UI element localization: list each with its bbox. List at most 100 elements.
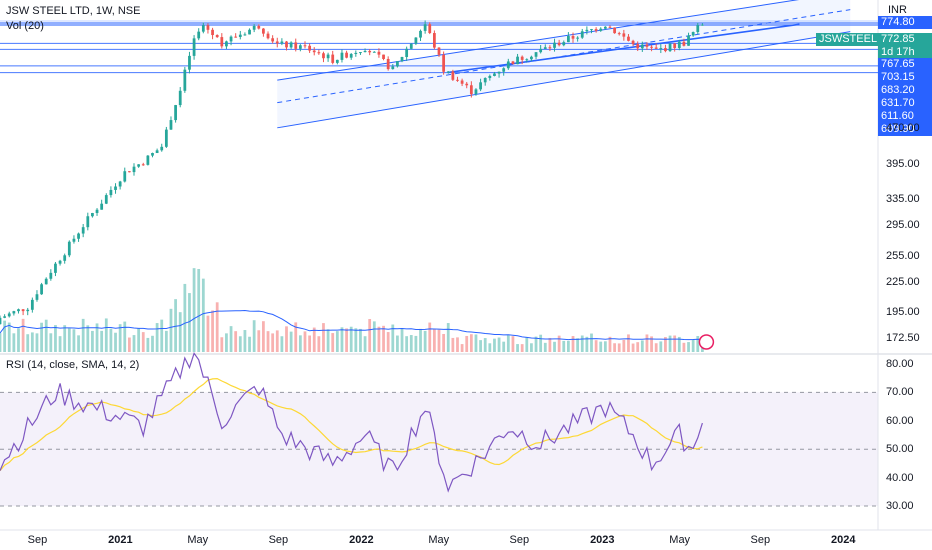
candle-body [271, 38, 275, 42]
volume-bar [118, 324, 122, 352]
candle-body [257, 25, 261, 29]
volume-bar [35, 333, 39, 352]
candle-body [225, 41, 228, 47]
candle-body [262, 28, 265, 34]
volume-bar [631, 343, 635, 352]
time-tick-label: Sep [750, 534, 771, 546]
symbol-tag[interactable]: JSWSTEEL [816, 33, 881, 46]
volume-bar [174, 299, 177, 352]
candle-body [622, 33, 626, 37]
candle-body [590, 29, 593, 31]
candle-body [405, 48, 409, 58]
volume-bar [109, 328, 113, 352]
candle-body [308, 45, 311, 51]
volume-bar [543, 342, 547, 352]
price-tick-label: 225.00 [886, 276, 920, 289]
candle-body [243, 34, 247, 36]
volume-bar [442, 333, 446, 352]
volume-bar [266, 331, 270, 352]
rsi-line [0, 351, 703, 493]
candle-body [386, 58, 390, 70]
volume-bar [673, 335, 677, 352]
volume-bar [580, 335, 584, 352]
candle-body [585, 29, 589, 32]
candle-body [497, 71, 501, 74]
volume-bar [220, 337, 224, 352]
candle-body [451, 71, 455, 80]
volume-bar [58, 336, 62, 352]
candle-body [400, 57, 404, 62]
candle-body [493, 73, 496, 76]
candle-body [640, 44, 644, 49]
rsi-tick-label: 70.00 [886, 386, 914, 399]
candle-body [465, 83, 469, 86]
candle-body [86, 216, 90, 228]
candle-body [603, 26, 607, 29]
candle-body [442, 54, 446, 72]
price-tag: 631.70 [878, 97, 932, 110]
price-tick-label: 295.00 [886, 219, 920, 232]
volume-bar [571, 336, 575, 352]
candle-body [215, 35, 219, 38]
volume-bar [178, 312, 182, 352]
volume-bar [215, 302, 219, 352]
volume-bar [229, 326, 233, 352]
candle-body [317, 52, 321, 54]
price-tag: 609.90 [878, 123, 932, 136]
candle-body [354, 52, 358, 54]
candle-body [594, 29, 598, 31]
volume-bar [289, 331, 293, 352]
volume-bar [640, 340, 644, 352]
price-tick-label: 395.00 [886, 158, 920, 171]
rsi-tick-label: 50.00 [886, 443, 914, 456]
candle-body [298, 45, 302, 49]
candle-body [248, 29, 251, 35]
volume-bar [432, 328, 436, 352]
volume-bar [211, 310, 214, 352]
channel-lower [277, 31, 851, 129]
candle-body [123, 171, 127, 182]
price-tag: 611.60 [878, 110, 932, 123]
candle-body [701, 24, 704, 26]
candle-body [95, 209, 99, 213]
trendline-support [448, 23, 800, 74]
candle-body [206, 25, 210, 30]
candle-body [377, 51, 381, 55]
candle-body [211, 29, 214, 36]
volume-bar [280, 336, 284, 352]
volume-bar [12, 333, 16, 352]
volume-bar [262, 321, 265, 352]
candle-body [423, 24, 427, 31]
volume-bar [77, 335, 80, 352]
price-tick-label: 255.00 [886, 250, 920, 263]
volume-bar [104, 318, 108, 352]
volume-bar [497, 337, 501, 352]
rsi-tick-label: 30.00 [886, 500, 914, 512]
volume-bar [576, 338, 580, 352]
rsi-label: RSI (14, close, SMA, 14, 2) [6, 359, 140, 371]
volume-bar [248, 336, 251, 352]
candle-body [654, 47, 658, 49]
volume-bar [451, 337, 455, 352]
candle-body [349, 53, 353, 58]
price-tag: 1d 17h [878, 46, 932, 59]
candle-body [40, 284, 43, 295]
candle-body [141, 164, 145, 166]
candle-body [12, 311, 16, 314]
volume-bar [659, 341, 663, 352]
candle-body [0, 317, 2, 325]
volume-bar [363, 336, 367, 352]
volume-bar [132, 335, 136, 352]
candle-body [155, 150, 159, 154]
candle-body [146, 155, 150, 165]
channel-fill [277, 0, 851, 128]
candle-body [479, 82, 482, 90]
volume-bar [493, 338, 496, 352]
candle-body [557, 42, 561, 46]
candle-body [483, 78, 487, 83]
volume-bar [146, 337, 150, 352]
volume-bar [483, 338, 487, 352]
volume-bar [303, 331, 307, 352]
volume-bar [696, 335, 700, 352]
